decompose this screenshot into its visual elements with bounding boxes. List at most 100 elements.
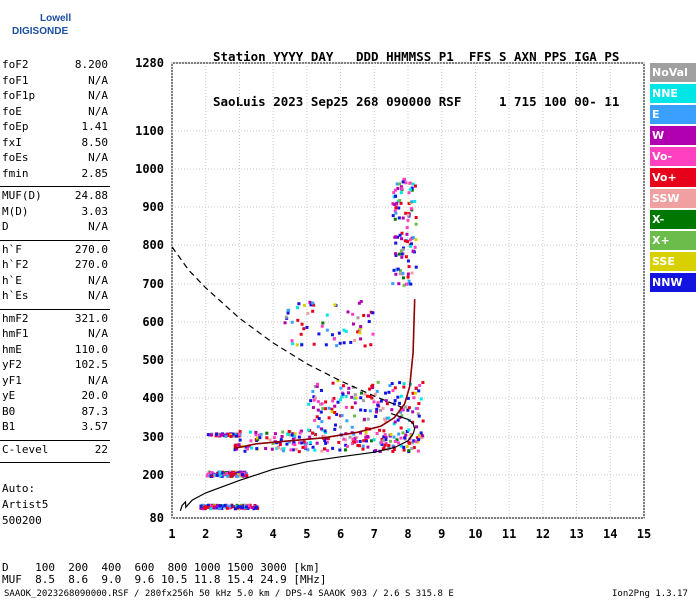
echo-point — [359, 300, 363, 304]
echo-point — [402, 448, 406, 452]
echo-point — [412, 396, 416, 400]
logo-lowell: Lowell — [40, 13, 72, 24]
x-tick-label: 5 — [303, 527, 310, 541]
echo-point — [304, 445, 308, 449]
echo-point — [284, 315, 288, 319]
echo-point — [330, 407, 334, 411]
param-row: MUF(D) 24.88 — [2, 189, 108, 203]
echo-point — [309, 303, 313, 307]
echo-point — [395, 182, 399, 186]
echo-point — [400, 255, 404, 259]
x-tick-label: 14 — [603, 527, 617, 541]
auto-block: Auto: Artist5 500200 — [2, 482, 48, 530]
echo-point — [206, 503, 210, 507]
x-tick-label: 2 — [202, 527, 209, 541]
x-tick-label: 15 — [637, 527, 651, 541]
echo-point — [255, 447, 259, 451]
echo-point — [407, 441, 411, 445]
echo-point — [227, 432, 231, 436]
echo-point — [234, 443, 238, 447]
echo-point — [270, 447, 274, 451]
echo-point — [351, 322, 355, 326]
echo-point — [417, 438, 421, 442]
echo-point — [399, 394, 403, 398]
echo-point — [416, 449, 420, 453]
echo-point — [363, 392, 367, 396]
echo-point — [339, 398, 343, 402]
echo-point — [313, 433, 317, 437]
echo-point — [413, 184, 417, 188]
echo-point — [401, 246, 405, 250]
echo-point — [361, 399, 365, 403]
echo-point — [411, 182, 415, 186]
param-row: h`F 270.0 — [2, 243, 108, 257]
echo-point — [408, 238, 412, 242]
echo-point — [243, 503, 247, 507]
echo-point — [280, 447, 284, 451]
echo-point — [398, 233, 402, 237]
echo-point — [331, 399, 335, 403]
echo-point — [290, 433, 294, 437]
echo-point — [407, 265, 411, 269]
echo-point — [419, 397, 423, 401]
echo-point — [356, 330, 360, 334]
echo-point — [342, 328, 346, 332]
echo-point — [353, 338, 357, 342]
echo-point — [333, 423, 337, 427]
logo-digisonde: DIGISONDE — [12, 26, 69, 37]
echo-point — [239, 505, 243, 509]
echo-point — [387, 444, 391, 448]
echo-point — [275, 447, 279, 451]
echo-point — [286, 311, 290, 315]
echo-point — [364, 433, 368, 437]
echo-point — [401, 180, 405, 184]
echo-point — [241, 505, 245, 509]
echo-point — [342, 341, 346, 345]
echo-point — [394, 206, 398, 210]
echo-point — [414, 222, 418, 226]
echo-point — [382, 429, 386, 433]
echo-point — [384, 391, 388, 395]
echo-point — [236, 432, 240, 436]
echo-point — [306, 448, 310, 452]
echo-point — [359, 337, 363, 341]
echo-point — [281, 449, 285, 453]
echo-point — [309, 399, 313, 403]
echo-point — [350, 442, 354, 446]
echo-point — [407, 191, 411, 195]
echo-point — [403, 436, 407, 440]
echo-point — [227, 506, 231, 510]
echo-point — [325, 440, 329, 444]
echo-point — [335, 344, 339, 348]
echo-point — [210, 433, 214, 437]
echo-point — [361, 444, 365, 448]
echo-point — [419, 431, 423, 435]
echo-point — [331, 446, 335, 450]
echo-point — [381, 407, 385, 411]
echo-point — [351, 437, 355, 441]
echo-point — [326, 436, 330, 440]
echo-point — [400, 237, 404, 241]
echo-point — [300, 343, 304, 347]
echo-point — [226, 474, 230, 478]
legend-item: X- — [650, 210, 696, 229]
echo-point — [397, 432, 401, 436]
echo-point — [320, 402, 324, 406]
y-tick-label: 500 — [142, 353, 164, 367]
echo-point — [414, 425, 418, 429]
param-name: foEs — [2, 151, 29, 164]
echo-point — [416, 436, 420, 440]
param-name: foF2 — [2, 58, 29, 71]
echo-point — [382, 435, 386, 439]
y-tick-label: 200 — [142, 468, 164, 482]
echo-point — [407, 279, 411, 283]
param-row: foE N/A — [2, 105, 108, 119]
param-name: foE — [2, 104, 22, 118]
echo-point — [407, 212, 411, 216]
x-tick-label: 3 — [236, 527, 243, 541]
echo-point — [399, 201, 403, 205]
echo-point — [324, 400, 328, 404]
echo-point — [421, 434, 425, 438]
echo-point — [398, 268, 402, 272]
echo-point — [276, 446, 280, 450]
